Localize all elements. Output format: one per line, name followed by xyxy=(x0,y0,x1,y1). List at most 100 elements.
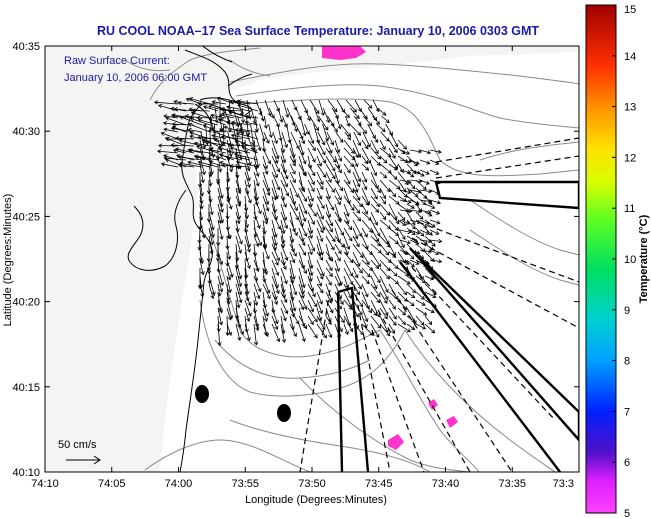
current-vector xyxy=(379,283,389,301)
current-vector xyxy=(419,219,430,225)
current-vector xyxy=(379,323,391,337)
current-vector xyxy=(379,163,392,174)
current-vector xyxy=(217,323,222,347)
current-vector xyxy=(163,127,179,133)
current-vector xyxy=(197,118,219,126)
current-vector xyxy=(316,307,323,322)
current-vector xyxy=(397,275,411,285)
current-vector xyxy=(370,211,378,226)
current-vector xyxy=(424,251,435,262)
current-vector xyxy=(379,267,390,280)
current-vector xyxy=(291,99,298,111)
current-vector xyxy=(334,227,341,244)
current-vector xyxy=(325,171,332,184)
current-vector xyxy=(208,283,215,300)
current-vector xyxy=(388,195,400,205)
current-vector xyxy=(298,187,308,202)
sst-patches xyxy=(322,46,458,450)
current-vector xyxy=(307,179,315,193)
current-vector xyxy=(376,123,386,133)
current-vector xyxy=(325,219,333,233)
current-vector xyxy=(370,323,380,338)
current-vector xyxy=(429,169,440,175)
surface-current-vectors xyxy=(153,96,443,347)
current-vector xyxy=(219,153,243,161)
current-vector xyxy=(409,259,420,265)
y-tick-label: 40:10 xyxy=(12,467,40,479)
x-tick-label: 74:05 xyxy=(98,478,126,490)
current-vector xyxy=(226,243,232,260)
current-vector xyxy=(379,211,387,221)
current-vector xyxy=(179,161,203,168)
current-vector xyxy=(370,275,378,290)
current-vector xyxy=(325,283,334,302)
current-vector xyxy=(225,120,243,126)
current-vector xyxy=(371,131,379,144)
current-vector xyxy=(397,315,406,326)
current-vector xyxy=(361,315,368,329)
current-vector xyxy=(197,135,219,140)
current-vector xyxy=(352,251,361,267)
current-vector xyxy=(397,323,411,333)
current-vector xyxy=(298,235,306,246)
current-vector xyxy=(406,227,416,236)
current-vector xyxy=(307,147,316,163)
current-vector xyxy=(229,100,243,105)
current-vector xyxy=(424,195,433,206)
current-vector xyxy=(187,122,211,133)
current-vector xyxy=(259,123,266,142)
current-vector xyxy=(298,323,306,343)
current-vector xyxy=(199,259,205,276)
current-vector xyxy=(325,259,333,272)
current-vector xyxy=(271,275,280,295)
current-vector xyxy=(352,323,365,336)
current-vector xyxy=(226,275,232,294)
current-vector xyxy=(343,275,350,289)
current-vector xyxy=(361,179,368,191)
current-vector xyxy=(397,203,410,213)
current-vector xyxy=(227,149,243,154)
colorbar-tick-label: 6 xyxy=(624,457,630,469)
current-vector xyxy=(415,219,428,228)
current-vector xyxy=(331,123,338,133)
current-vector xyxy=(415,299,426,306)
current-vector xyxy=(370,163,378,177)
current-vector xyxy=(217,307,224,326)
current-vector xyxy=(307,171,315,186)
current-vector xyxy=(253,259,260,272)
current-vector xyxy=(262,155,269,170)
current-vector xyxy=(235,291,241,309)
current-vector xyxy=(307,235,316,252)
x-tick-label: 73:50 xyxy=(298,478,326,490)
current-vector xyxy=(379,227,390,245)
current-vector xyxy=(298,267,306,289)
current-vector xyxy=(208,152,227,161)
current-vector xyxy=(307,323,318,339)
current-vector xyxy=(325,267,333,278)
current-vector xyxy=(334,299,342,310)
current-vector xyxy=(262,195,270,212)
current-vector xyxy=(406,187,419,197)
current-vector xyxy=(361,139,369,150)
current-vector xyxy=(352,179,359,193)
y-tick-label: 40:20 xyxy=(12,297,40,309)
current-vector xyxy=(235,160,259,168)
current-vector xyxy=(199,187,204,205)
land-feature-dot xyxy=(195,385,209,403)
current-vector xyxy=(388,147,396,159)
current-vector xyxy=(397,211,406,221)
current-vector xyxy=(325,315,332,326)
current-vector xyxy=(271,307,279,325)
current-vector xyxy=(379,243,390,256)
current-vector xyxy=(388,323,395,334)
current-vector xyxy=(424,219,436,228)
current-vector xyxy=(253,195,262,215)
current-vector xyxy=(221,111,243,119)
current-vector xyxy=(226,227,232,240)
current-vector xyxy=(316,179,324,190)
x-axis: 74:10 74:05 74:00 73:55 73:50 73:45 73:40 73:35… xyxy=(31,46,580,490)
current-vector xyxy=(429,179,441,185)
current-vector xyxy=(271,243,281,262)
current-vector xyxy=(271,219,278,238)
current-vector xyxy=(361,275,370,285)
